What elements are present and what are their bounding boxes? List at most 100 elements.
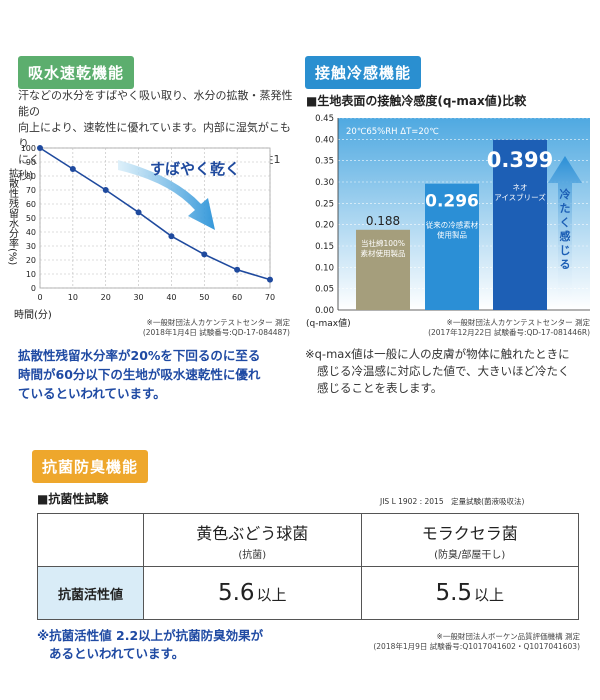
value-unit: 以上 [474, 586, 505, 604]
value-number: 5.6 [217, 580, 255, 606]
arrow-label-char: た [560, 202, 571, 215]
y-tick-label: 80 [26, 172, 36, 181]
x-tick-label: 60 [232, 293, 242, 302]
column-name: 黄色ぶどう球菌 [196, 523, 309, 543]
footnote-line: ※q-max値は一般に人の皮膚が物体に触れたときに [305, 347, 570, 361]
arrow-label-char: 感 [560, 229, 571, 243]
y-tick-label: 30 [26, 242, 36, 251]
bar-value-label: 0.399 [487, 148, 553, 172]
y-tick-label: 0.25 [315, 199, 334, 209]
footnote-line: 感じる冷温感に対応した値で、大きいほど冷たく [317, 364, 570, 378]
bar [356, 229, 410, 310]
y-tick-label: 0.35 [315, 157, 334, 167]
test-condition: 20℃65%RH ΔT=20℃ [346, 127, 439, 137]
data-point [168, 233, 175, 240]
y-tick-label: 20 [26, 256, 36, 265]
x-tick-label: 40 [166, 293, 176, 302]
note-line: ※一般財団法人カケンテストセンター 測定 [146, 318, 290, 327]
y-tick-label: 70 [26, 186, 36, 195]
y-tick-label: 100 [21, 144, 36, 153]
value-unit: 以上 [256, 586, 287, 604]
column-moraxella: モラクセラ菌 (防臭/部屋干し) [360, 513, 579, 567]
quick-dry-conclusion: 拡散性残留水分率が20%を下回るのに至る 時間が60分以下の生地が吸水速乾性に優… [18, 346, 298, 403]
antibacterial-table: 黄色ぶどう球菌 (抗菌) モラクセラ菌 (防臭/部屋干し) 抗菌活性値 5.6 以… [37, 513, 579, 620]
y-axis-label: (q-max値) [306, 317, 351, 329]
y-tick-label: 0 [31, 284, 36, 293]
y-tick-label: 10 [26, 270, 36, 279]
column-sub: (抗菌) [238, 549, 267, 561]
jis-standard: JIS L 1902 : 2015 定量試験(菌液吸収法) [380, 497, 525, 506]
qmax-footnote: ※q-max値は一般に人の皮膚が物体に触れたときに 感じる冷温感に対応した値で、… [305, 346, 595, 397]
conclusion-line: 拡散性残留水分率が20%を下回るのに至る [18, 348, 261, 363]
y-tick-label: 0.40 [315, 135, 334, 145]
desc-line: 汗などの水分をすばやく吸い取り、水分の拡散・蒸発性能の [18, 89, 293, 118]
x-tick-label: 50 [199, 293, 209, 302]
table-corner [37, 513, 144, 567]
x-tick-label: 20 [101, 293, 111, 302]
bar-name-label: 素材使用製品 [361, 248, 406, 258]
bar [493, 139, 547, 310]
bar-value-label: 0.296 [425, 192, 479, 212]
y-tick-label: 40 [26, 228, 36, 237]
table-row: 抗菌活性値 5.6 以上 5.5 以上 [37, 566, 579, 620]
chart-annotation: すばやく乾く [150, 160, 240, 178]
arrow-label-char: る [560, 258, 571, 271]
y-tick-label: 0.00 [315, 306, 334, 316]
desc-line: 向上により、速乾性に優れています。内部に湿気がこもり [18, 121, 291, 150]
y-axis-label: 拡散性残留水分率(%) [7, 167, 19, 266]
column-staphylococcus: 黄色ぶどう球菌 (抗菌) [143, 513, 362, 567]
note-line: (2017年12月22日 試験番号:QD-17-081446R) [428, 328, 590, 337]
y-tick-label: 60 [26, 200, 36, 209]
bar [425, 183, 479, 310]
arrow-label-char: じ [560, 244, 571, 257]
quick-dry-badge: 吸水速乾機能 [18, 56, 135, 89]
footnote-line: あるといわれています。 [49, 646, 185, 661]
colder-arrow [548, 156, 582, 306]
data-point [201, 251, 208, 258]
quick-dry-test-note: ※一般財団法人カケンテストセンター 測定 (2018年1月4日 試験番号:QD-… [130, 318, 290, 338]
column-sub: (防臭/部屋干し) [434, 549, 506, 561]
bar-name-label: 使用製品 [437, 230, 467, 240]
qmax-bar-chart: ■生地表面の接触冷感度(q-max値)比較 0.00 0.05 0.10 0.15 0.2… [306, 93, 590, 329]
column-name: モラクセラ菌 [421, 523, 518, 543]
y-tick-label: 0.20 [315, 221, 334, 231]
note-line: (2018年1月4日 試験番号:QD-17-084487) [142, 328, 290, 337]
y-tick-label: 0.05 [315, 285, 334, 295]
bar-name-label: 当社綿100% [361, 238, 405, 248]
antibacterial-footnote: ※抗菌活性値 2.2以上が抗菌防臭効果が あるといわれています。 [37, 627, 337, 663]
y-tick-label: 0.10 [315, 263, 334, 273]
speed-arrow [118, 160, 215, 230]
data-point [135, 209, 142, 216]
arrow-label-char: 冷 [560, 187, 571, 201]
plot-area [39, 147, 271, 289]
value-number: 5.5 [435, 580, 473, 606]
y-tick-label: 90 [26, 158, 36, 167]
drying-line-chart: 0 10 20 30 40 50 60 70 80 90 100 0 10 20 30 40 50 60 70 時間(… [7, 144, 276, 321]
footnote-line: 感じることを表します。 [317, 381, 443, 395]
cool-touch-badge: 接触冷感機能 [305, 56, 422, 89]
footnote-line: ※抗菌活性値 2.2以上が抗菌防臭効果が [37, 628, 264, 643]
x-axis-label: 時間(分) [14, 309, 52, 321]
x-tick-label: 70 [265, 293, 275, 302]
arrow-label-char: く [560, 216, 571, 229]
table-header-row: 黄色ぶどう球菌 (抗菌) モラクセラ菌 (防臭/部屋干し) [37, 513, 579, 567]
cool-touch-test-note: ※一般財団法人カケンテストセンター 測定 (2017年12月22日 試験番号:Q… [425, 318, 590, 338]
value-cell: 5.5 以上 [360, 566, 579, 620]
data-point [267, 276, 273, 283]
x-tick-label: 30 [133, 293, 143, 302]
note-line: (2018年1月9日 試験番号:Q1017041602・Q1017041603) [373, 642, 580, 651]
conclusion-line: ているといわれています。 [18, 386, 166, 401]
bar-name-label: ネオ [513, 183, 528, 192]
value-cell: 5.6 以上 [143, 566, 362, 620]
antibacterial-badge: 抗菌防臭機能 [32, 450, 149, 483]
y-tick-label: 0.15 [315, 242, 334, 252]
note-line: ※一般財団法人ボーケン品質評価機構 測定 [436, 632, 580, 641]
x-tick-label: 10 [68, 293, 78, 302]
data-point [102, 187, 109, 193]
data-point [37, 145, 43, 151]
conclusion-line: 時間が60分以下の生地が吸水速乾性に優れ [18, 367, 261, 382]
antibacterial-subtitle: ■抗菌性試験 [37, 492, 109, 506]
x-tick-label: 0 [37, 293, 42, 302]
y-tick-label: 50 [26, 214, 36, 223]
row-label: 抗菌活性値 [37, 566, 144, 620]
